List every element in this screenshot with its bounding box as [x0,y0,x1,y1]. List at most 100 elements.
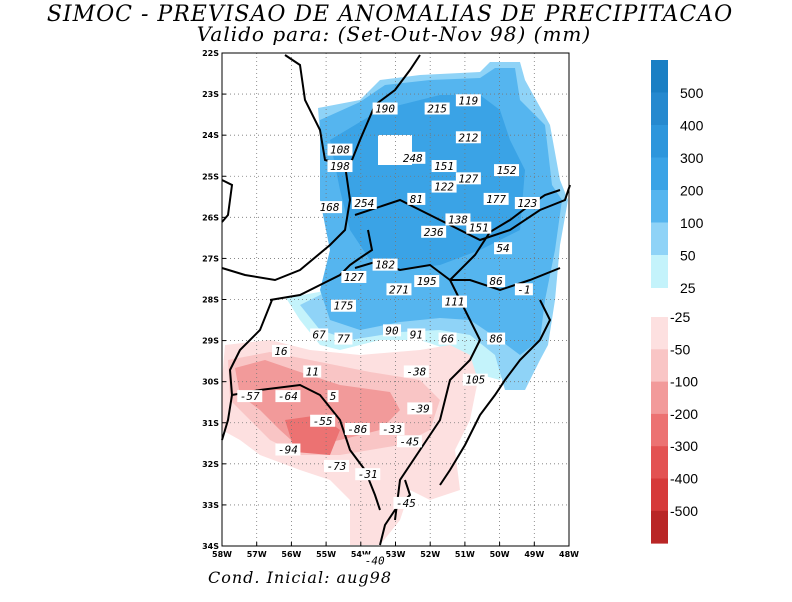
longitude-tick-label: 51W [455,550,475,559]
anomaly-label-background [372,102,398,115]
colorbar-label: 200 [680,183,704,199]
anomaly-value: -45 [399,435,419,448]
anomaly-value: 177 [486,193,506,206]
anomaly-label: 119 [455,94,481,107]
anomaly-value: 212 [458,131,478,144]
anomaly-value: 198 [330,160,350,173]
anomaly-label: 254 [351,197,377,210]
latitude-tick-label: 25S [202,172,219,181]
map-subtitle: Valido para: (Set-Out-Nov 98) (mm) [196,22,592,46]
anomaly-label-background [379,422,405,435]
anomaly-label: 81 [407,192,426,206]
anomaly-label: 236 [421,225,447,239]
anomaly-value: 195 [417,275,437,288]
anomaly-value: 54 [496,242,509,255]
anomaly-value: 105 [465,374,485,387]
colorbar-swatch-negative [651,478,668,512]
colorbar-swatch-negative [651,381,668,415]
anomaly-label-background [445,213,471,226]
colorbar-swatch-negative [651,349,668,383]
anomaly-value: 11 [306,365,319,378]
anomaly-label-background [455,172,481,185]
longitude-tick-label: 50W [490,550,510,559]
anomaly-value: 16 [274,345,288,358]
anomaly-label-background [462,373,488,386]
anomaly-label: 248 [400,151,426,165]
anomaly-label: 54 [494,242,513,255]
anomaly-label-background [487,332,506,345]
anomaly-label-background [514,283,533,296]
anomaly-label: 127 [455,172,481,185]
longitude-tick-label: 58W [212,550,232,559]
longitude-tick-label: 57W [247,550,267,559]
anomaly-label: -33 [379,422,405,436]
colorbar-label: 400 [680,118,704,134]
anomaly-value: 66 [441,333,455,346]
political-borders [221,54,571,546]
anomaly-label-background [438,332,457,345]
anomaly-value: -64 [278,390,298,403]
latitude-tick-label: 24S [202,131,219,140]
anomaly-value: 111 [445,296,465,309]
anomaly-label: -45 [393,496,419,510]
anomaly-label-background [271,344,290,357]
anomaly-label: 212 [455,131,481,144]
anomaly-label: 67 [310,328,329,341]
anomaly-label-background [414,275,440,288]
colorbar-label: -400 [670,471,698,487]
anomaly-label: 91 [407,328,426,341]
anomaly-label: 195 [414,275,440,288]
colorbar-label: 25 [680,280,696,296]
anomaly-label: 152 [494,164,520,177]
anomaly-value: 151 [469,222,489,235]
anomaly-label-background [310,328,329,341]
anomaly-label-background [407,192,426,205]
colorbar-label: -100 [670,374,698,390]
anomaly-value: 168 [320,201,340,214]
colorbar-swatch-positive [651,255,668,288]
colorbar-swatch-negative [651,413,668,447]
anomaly-label-background [487,275,506,288]
map-title: SIMOC - PREVISAO DE ANOMALIAS DE PRECIPI… [46,2,734,27]
colorbar: 500 400 300 200 100 50 25 -25 -50 -100 -200 -300 -40… [651,60,704,544]
anomaly-value: 122 [434,181,454,194]
anomaly-value: 127 [344,271,364,284]
anomaly-value: 175 [334,300,354,313]
anomaly-label-background [514,197,540,210]
anomaly-label: -39 [407,402,433,415]
anomaly-label: 86 [487,275,506,288]
anomaly-value: 236 [424,226,444,239]
anomaly-label-background [455,131,481,144]
anomaly-label: 66 [438,332,457,346]
anomaly-value: 152 [497,164,517,177]
longitude-tick-label: 55W [316,550,336,559]
longitude-tick-label: 49W [524,550,544,559]
anomaly-value: 271 [389,283,409,296]
longitude-tick-label: 48W [559,550,579,559]
latitude-tick-label: 26S [202,213,219,222]
latitude-tick-label: 29S [202,337,219,346]
anomaly-value: 86 [490,333,504,346]
anomaly-label-background [424,102,450,115]
anomaly-value: 127 [458,172,478,185]
colorbar-label: 500 [680,85,704,101]
anomaly-value: -55 [313,415,333,428]
colorbar-label: -50 [670,341,690,357]
anomaly-value: -31 [358,468,378,481]
colorbar-swatch-negative [651,510,668,544]
anomaly-value: 81 [410,193,423,206]
anomaly-value: 254 [354,197,374,210]
anomaly-label: 122 [431,180,457,194]
colorbar-label: -300 [670,438,698,454]
anomaly-label-background [317,201,343,214]
anomaly-label: -64 [275,390,301,403]
anomaly-label-background [466,221,492,234]
anomaly-label-background [386,283,412,296]
anomaly-label-background [396,435,422,448]
anomaly-label-background [403,365,429,378]
anomaly-label: 271 [386,283,412,296]
anomaly-label-background [324,459,350,472]
anomaly-label-background [362,554,388,567]
colorbar-label: -25 [670,309,690,325]
